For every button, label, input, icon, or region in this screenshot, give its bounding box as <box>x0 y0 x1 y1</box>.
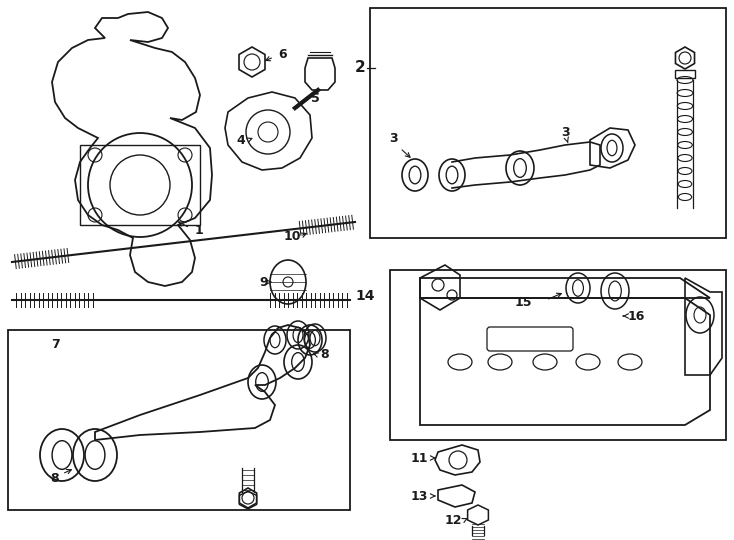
Text: 10: 10 <box>283 230 301 243</box>
Text: 15: 15 <box>515 295 532 308</box>
Text: 3: 3 <box>389 132 397 145</box>
Text: 6: 6 <box>278 49 286 62</box>
Text: 14: 14 <box>355 289 375 303</box>
Bar <box>8 330 350 510</box>
Bar <box>370 8 726 238</box>
Text: 8: 8 <box>51 471 59 484</box>
Text: 7: 7 <box>51 339 59 352</box>
Text: 1: 1 <box>195 224 204 237</box>
Text: 9: 9 <box>259 275 268 288</box>
Text: 11: 11 <box>410 451 428 464</box>
Text: 3: 3 <box>562 125 570 138</box>
Text: 4: 4 <box>236 133 245 146</box>
Text: 16: 16 <box>628 309 645 322</box>
Text: 2: 2 <box>355 60 365 76</box>
Text: 8: 8 <box>320 348 329 361</box>
Bar <box>390 270 726 440</box>
Text: 12: 12 <box>445 514 462 526</box>
Text: 5: 5 <box>310 92 319 105</box>
Bar <box>675 70 695 78</box>
Text: 13: 13 <box>410 489 428 503</box>
Bar <box>80 145 200 225</box>
